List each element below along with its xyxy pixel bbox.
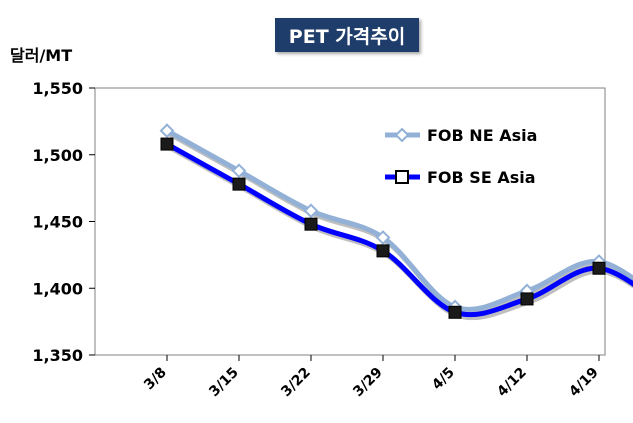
series-point-1 xyxy=(303,203,319,219)
x-tick-label: 4/12 xyxy=(494,365,530,401)
y-tick-label: 1,500 xyxy=(32,146,83,165)
y-axis-unit-label: 달러/MT xyxy=(10,46,73,65)
legend-marker-2 xyxy=(395,170,409,184)
series-point-1 xyxy=(375,230,391,245)
series-point-1 xyxy=(159,123,175,139)
x-tick-label: 3/29 xyxy=(350,365,386,401)
x-tick-label: 3/22 xyxy=(278,365,314,401)
series-point-2 xyxy=(448,305,462,319)
series-point-2 xyxy=(304,217,318,231)
series-point-2 xyxy=(160,137,174,151)
legend-marker-1 xyxy=(394,127,410,143)
y-tick-label: 1,550 xyxy=(32,79,83,98)
legend-label-2: FOB SE Asia xyxy=(427,168,536,187)
y-tick-label: 1,400 xyxy=(32,279,83,298)
x-tick-label: 3/8 xyxy=(141,365,170,394)
series-point-2 xyxy=(592,261,606,275)
x-tick-label: 4/5 xyxy=(429,365,458,394)
series-point-2 xyxy=(376,244,390,258)
y-tick-label: 1,450 xyxy=(32,213,83,232)
legend-label-1: FOB NE Asia xyxy=(427,126,537,145)
series-point-2 xyxy=(520,292,534,306)
x-tick-label: 3/15 xyxy=(206,365,242,401)
x-tick-label: 4/19 xyxy=(566,365,602,401)
series-point-1 xyxy=(231,163,247,179)
y-tick-label: 1,350 xyxy=(32,346,83,365)
chart-title: PET 가격추이 xyxy=(275,18,419,52)
series-point-2 xyxy=(232,177,246,191)
